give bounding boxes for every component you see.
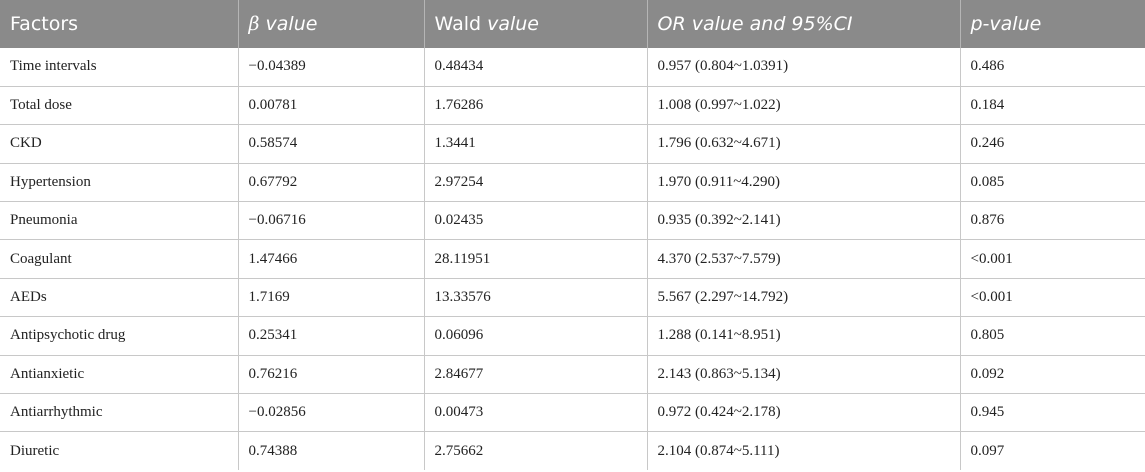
wald-cell: 1.3441 — [424, 124, 648, 164]
wald-cell: 13.33576 — [424, 278, 648, 318]
beta-cell: 0.74388 — [238, 431, 425, 471]
table-row: Antipsychotic drug 0.25341 0.06096 1.288 (0… — [0, 316, 1145, 356]
wald-cell: 2.75662 — [424, 431, 648, 471]
p-value-cell: 0.805 — [960, 316, 1145, 356]
table-body: Time intervals −0.04389 0.48434 0.957 (0.80… — [0, 48, 1145, 471]
beta-cell: 1.47466 — [238, 239, 425, 279]
factor-cell: AEDs — [0, 278, 239, 318]
table-row: Pneumonia −0.06716 0.02435 0.935 (0.392~2.1… — [0, 201, 1145, 241]
table-header: Factors β value Wald value OR value and … — [0, 0, 1145, 48]
p-value-cell: 0.246 — [960, 124, 1145, 164]
beta-suffix: value — [259, 13, 318, 35]
wald-cell: 0.00473 — [424, 393, 648, 433]
p-value-cell: 0.945 — [960, 393, 1145, 433]
wald-cell: 28.11951 — [424, 239, 648, 279]
p-value-cell: 0.092 — [960, 355, 1145, 395]
or-ci-cell: 1.796 (0.632~4.671) — [647, 124, 961, 164]
table-row: Antianxietic 0.76216 2.84677 2.143 (0.863~5… — [0, 355, 1145, 395]
header-p-value: p-value — [970, 13, 1042, 35]
table-row: Time intervals −0.04389 0.48434 0.957 (0.80… — [0, 48, 1145, 87]
factor-cell: Hypertension — [0, 163, 239, 203]
wald-cell: 0.06096 — [424, 316, 648, 356]
header-wald-value: Wald value — [424, 0, 648, 48]
p-value-cell: 0.085 — [960, 163, 1145, 203]
beta-cell: 0.67792 — [238, 163, 425, 203]
table-row: Total dose 0.00781 1.76286 1.008 (0.997~1.0… — [0, 86, 1145, 126]
p-value-cell: <0.001 — [960, 239, 1145, 279]
beta-symbol: β — [248, 13, 260, 35]
factor-cell: Time intervals — [0, 48, 239, 87]
p-value-cell: 0.184 — [960, 86, 1145, 126]
beta-cell: −0.02856 — [238, 393, 425, 433]
header-or-ci: OR value and 95%CI — [647, 0, 961, 48]
or-ci-cell: 1.970 (0.911~4.290) — [647, 163, 961, 203]
wald-cell: 2.84677 — [424, 355, 648, 395]
beta-cell: 0.58574 — [238, 124, 425, 164]
or-ci-cell: 4.370 (2.537~7.579) — [647, 239, 961, 279]
factor-cell: Coagulant — [0, 239, 239, 279]
table-row: AEDs 1.7169 13.33576 5.567 (2.297~14.792) <0… — [0, 278, 1145, 318]
wald-cell: 1.76286 — [424, 86, 648, 126]
table-row: Hypertension 0.67792 2.97254 1.970 (0.911~4… — [0, 163, 1145, 203]
factor-cell: Antiarrhythmic — [0, 393, 239, 433]
p-value-cell: 0.876 — [960, 201, 1145, 241]
or-ci-cell: 0.972 (0.424~2.178) — [647, 393, 961, 433]
factor-cell: Diuretic — [0, 431, 239, 471]
beta-cell: 0.00781 — [238, 86, 425, 126]
wald-suffix: value — [481, 13, 539, 35]
p-value-cell: <0.001 — [960, 278, 1145, 318]
or-ci-cell: 2.104 (0.874~5.111) — [647, 431, 961, 471]
header-factors: Factors — [0, 0, 239, 48]
or-ci-cell: 0.935 (0.392~2.141) — [647, 201, 961, 241]
p-value-cell: 0.486 — [960, 48, 1145, 87]
factor-cell: Antipsychotic drug — [0, 316, 239, 356]
table-row: Coagulant 1.47466 28.11951 4.370 (2.537~7.5… — [0, 239, 1145, 279]
or-ci-cell: 1.288 (0.141~8.951) — [647, 316, 961, 356]
or-ci-cell: 1.008 (0.997~1.022) — [647, 86, 961, 126]
header-beta-value: β value — [238, 0, 425, 48]
beta-cell: 0.25341 — [238, 316, 425, 356]
table-row: CKD 0.58574 1.3441 1.796 (0.632~4.671) 0.246 — [0, 124, 1145, 164]
wald-cell: 0.02435 — [424, 201, 648, 241]
wald-cell: 2.97254 — [424, 163, 648, 203]
factor-cell: Pneumonia — [0, 201, 239, 241]
or-ci-cell: 0.957 (0.804~1.0391) — [647, 48, 961, 87]
factor-cell: CKD — [0, 124, 239, 164]
table-row: Diuretic 0.74388 2.75662 2.104 (0.874~5.111… — [0, 431, 1145, 471]
factor-cell: Total dose — [0, 86, 239, 126]
factor-cell: Antianxietic — [0, 355, 239, 395]
beta-cell: −0.04389 — [238, 48, 425, 87]
beta-cell: −0.06716 — [238, 201, 425, 241]
header-row: Factors β value Wald value OR value and … — [0, 0, 1145, 48]
or-ci-cell: 2.143 (0.863~5.134) — [647, 355, 961, 395]
wald-word: Wald — [434, 13, 482, 35]
beta-cell: 1.7169 — [238, 278, 425, 318]
p-value-cell: 0.097 — [970, 442, 1005, 459]
or-ci-cell: 5.567 (2.297~14.792) — [647, 278, 961, 318]
table-row: Antiarrhythmic −0.02856 0.00473 0.972 (0.42… — [0, 393, 1145, 433]
beta-cell: 0.76216 — [238, 355, 425, 395]
wald-cell: 0.48434 — [424, 48, 648, 87]
